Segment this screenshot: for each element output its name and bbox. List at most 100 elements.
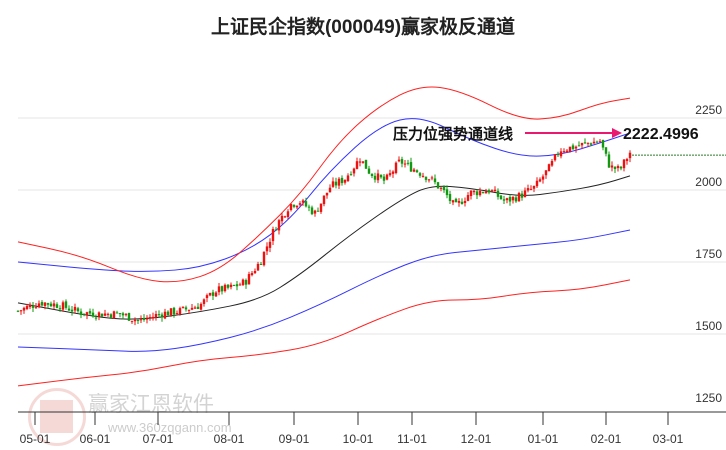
y-tick-label: 1500 [695,319,722,333]
candle-body [151,316,155,319]
candle-body [370,173,374,177]
candle-body [454,198,458,203]
candle-body [91,312,95,317]
candle-body [304,201,308,207]
candle-body [484,191,488,194]
candle-body [598,141,602,143]
candle-body [121,313,125,316]
candle-body [592,141,596,144]
candle-body [109,314,113,318]
x-tick-label: 09-01 [279,432,310,446]
candle-body [25,306,29,310]
candle-body [538,179,542,182]
candle-body [37,303,41,308]
candle-body [106,313,110,315]
candle-body [550,160,554,166]
candle-body [373,175,377,180]
candle-body [424,176,428,180]
candle-body [586,142,590,144]
candle-body [400,159,404,164]
candle-body [340,177,344,184]
candle-body [253,270,257,274]
candle-body [319,203,323,212]
candle-body [211,292,215,296]
candle-body [385,174,389,180]
candle-body [274,229,278,231]
x-tick-label: 12-01 [461,432,492,446]
candle-body [79,311,83,315]
candle-body [28,304,32,308]
series-line-middle [17,175,631,320]
candle-body [505,198,509,201]
candle-body [145,318,149,320]
candle-body [259,263,263,265]
candle-body [295,205,299,208]
candle-body [559,151,563,157]
candle-body [619,166,623,169]
candle-body [238,284,242,286]
x-tick-label: 06-01 [80,432,111,446]
candle-body [583,142,587,144]
candle-body [190,307,194,310]
candle-body [493,189,497,192]
candle-body [475,191,479,196]
candle-body [571,145,575,150]
candle-body [268,241,272,248]
candle-body [118,313,122,315]
candle-body [346,175,350,181]
candle-body [139,319,143,321]
candle-body [397,159,401,162]
candle-body [16,310,20,312]
y-tick-label: 1250 [695,391,722,405]
candle-body [481,192,485,194]
candle-body [502,199,506,201]
candle-body [511,196,515,201]
candle-body [469,190,473,197]
candle-body [193,307,197,309]
candle-body [181,306,185,308]
candle-body [430,177,434,179]
candle-body [382,176,386,181]
series-line-lower-outer [17,279,631,387]
candle-body [199,303,203,310]
candle-body [580,142,584,146]
candle-body [136,319,140,321]
candle-body [451,200,455,203]
candle-body [568,146,572,152]
candle-body [40,302,44,306]
candle-body [376,173,380,181]
candle-body [265,246,269,252]
candle-body [499,195,503,200]
candle-body [292,204,296,207]
candle-body [223,284,227,292]
candle-body [94,317,98,319]
candle-body [310,207,314,215]
candle-body [514,197,518,202]
candle-body [214,292,218,297]
candle-body [76,308,80,312]
candle-body [577,145,581,147]
chart-title: 上证民企指数(000049)赢家极反通道 [210,17,516,38]
candle-body [508,196,512,202]
candle-body [421,175,425,177]
candle-body [277,220,281,231]
y-tick-label: 1750 [695,247,722,261]
candle-body [517,193,521,202]
x-tick-label: 02-01 [591,432,622,446]
candle-body [496,190,500,197]
candle-body [535,180,539,187]
x-tick-label: 10-01 [343,432,374,446]
candle-body [367,168,371,174]
candle-body [472,190,476,193]
candle-body [256,263,260,271]
annotation-label: 压力位强势通道线 [393,125,513,143]
candle-body [520,193,524,198]
candle-body [442,186,446,191]
candle-body [556,154,560,156]
candle-body [412,169,416,172]
candle-body [544,170,548,176]
candle-body [589,143,593,145]
candle-body [628,152,632,159]
